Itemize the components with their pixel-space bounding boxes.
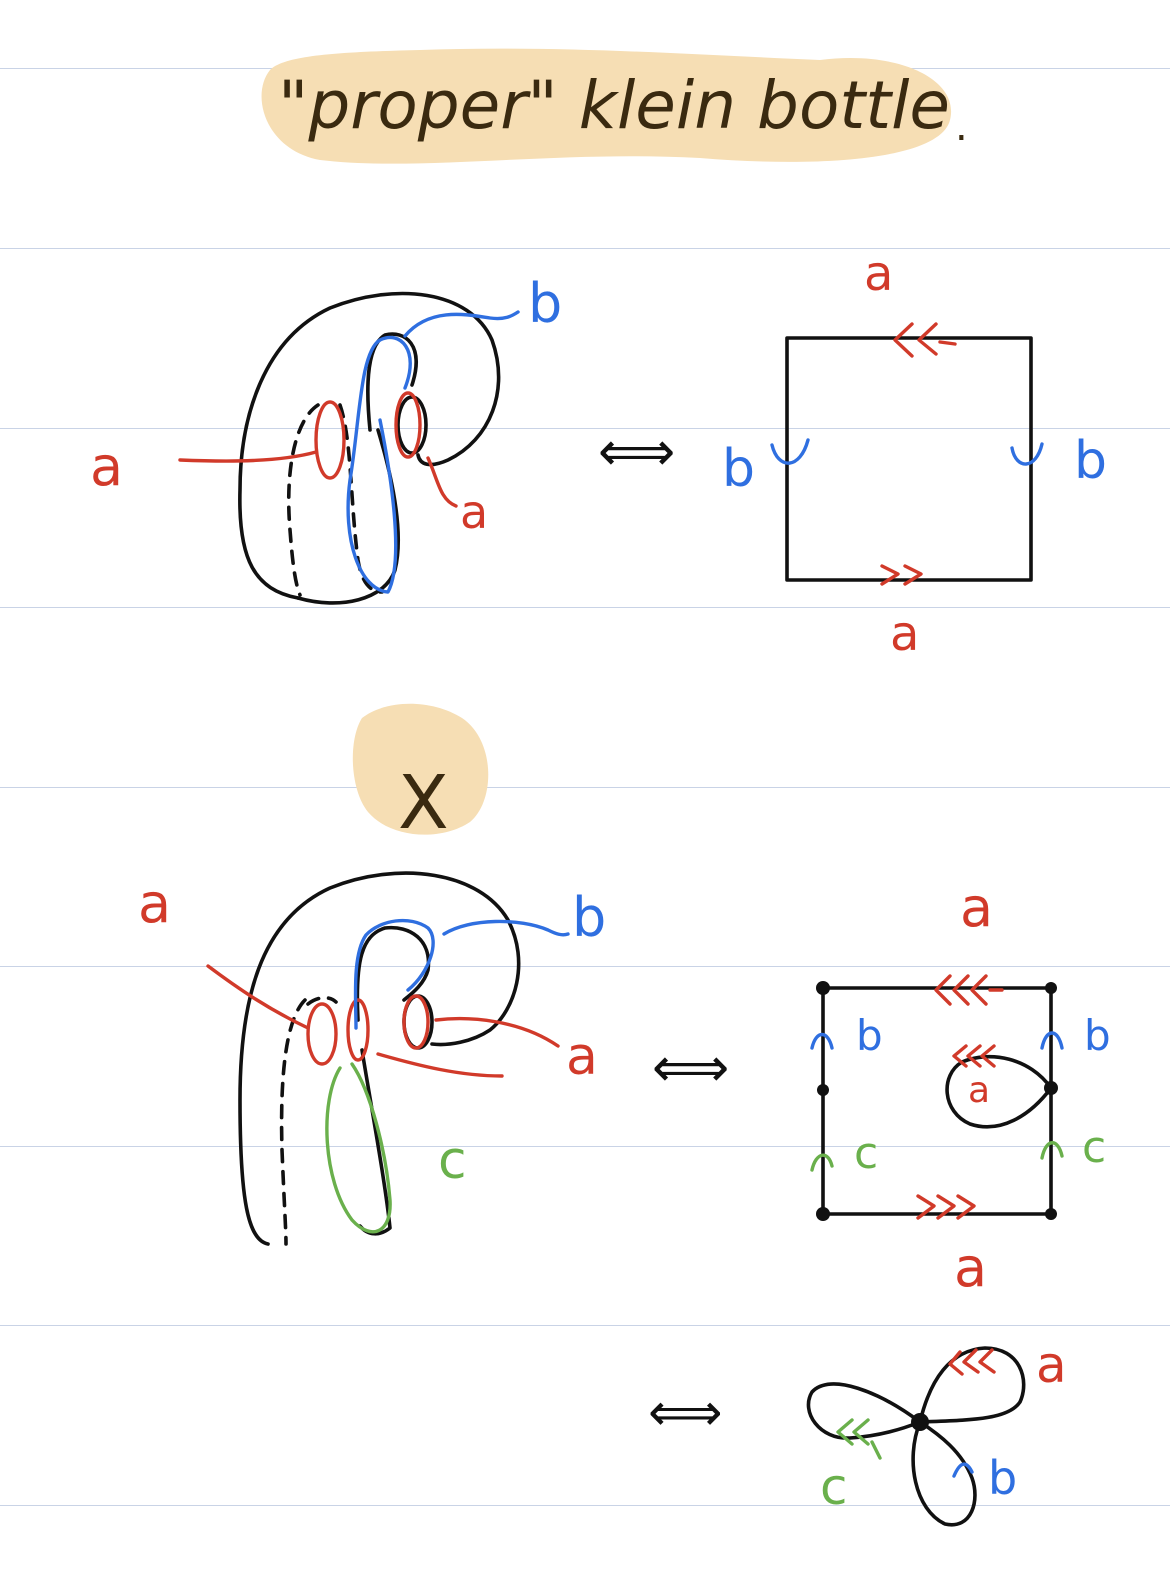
leader2-a-lower: [378, 1054, 502, 1076]
square2-label-a-top: a: [960, 876, 993, 939]
petal-bottom: [913, 1422, 975, 1525]
square1-label-b-right: b: [1074, 431, 1107, 491]
petal-left: [808, 1384, 920, 1438]
curve-b-2: [355, 921, 568, 1028]
inner-loop-a: [947, 1057, 1051, 1127]
vertex-dot: [816, 1207, 830, 1221]
arrow-top-double: [895, 324, 955, 356]
square2-label-b-left: b: [856, 1011, 883, 1060]
leader-a-left: [180, 452, 316, 461]
vertex-dot: [1045, 982, 1057, 994]
square2-label-c-right: c: [1082, 1122, 1106, 1173]
curve2-c-loop: [327, 1064, 390, 1232]
heading-x: X: [353, 704, 488, 846]
square2-label-a-bottom: a: [954, 1236, 987, 1299]
square2-label-a-inner: a: [968, 1070, 990, 1111]
bouquet-label-b: b: [988, 1451, 1017, 1505]
bouquet-label-c: c: [820, 1458, 848, 1516]
arrow-right-down: [1012, 444, 1042, 464]
bottle2-inner-neck: [357, 928, 428, 1020]
square1-label-a-top: a: [864, 246, 893, 302]
label-a-left-1: a: [90, 435, 123, 498]
leader2-b: [444, 921, 568, 934]
petal-top-right: [920, 1348, 1024, 1422]
title-period: .: [955, 104, 968, 150]
equivalence-symbol-1: ⟺: [598, 420, 675, 483]
square2-label-c-left: c: [854, 1128, 878, 1179]
bottle2-lower-body: [360, 1050, 390, 1234]
label-b-top-1: b: [528, 272, 562, 335]
vertex-dot: [817, 1084, 829, 1096]
label2-a-right: a: [566, 1027, 598, 1087]
klein-bottle-sketch-1: [240, 294, 499, 603]
square2-label-b-right: b: [1084, 1011, 1111, 1060]
label2-c: c: [438, 1131, 467, 1191]
curve-a-loops-1: [180, 393, 456, 506]
hidden-left-wall: [289, 405, 318, 595]
leader-a-right: [428, 458, 456, 506]
label2-a-topleft: a: [138, 872, 171, 935]
square1-label-a-bottom: a: [890, 606, 919, 662]
wedge-point: [911, 1413, 929, 1431]
equivalence-symbol-2: ⟺: [652, 1036, 729, 1099]
curve-b-path: [348, 337, 410, 592]
arrow2-top-triple: [936, 976, 1002, 1004]
fundamental-square-2: [812, 976, 1062, 1221]
bouquet-label-a: a: [1036, 1336, 1067, 1394]
vertex-dot: [1045, 1208, 1057, 1220]
arrow-left-down: [772, 440, 808, 463]
klein-bottle-sketch-2: [240, 873, 519, 1244]
loop2-a-right: [404, 996, 428, 1048]
hidden-inner-wall: [340, 405, 382, 592]
loop-a-left: [316, 402, 344, 478]
loop2-a-left: [308, 1004, 336, 1064]
x-heading-text: X: [398, 760, 449, 846]
curve-a-loops-2: [208, 966, 558, 1076]
bottle2-hidden-wall: [282, 1000, 305, 1244]
curve-c-2: [327, 1064, 390, 1232]
title-group: "proper" klein bottle .: [262, 49, 968, 164]
bottle-outer-outline: [240, 294, 499, 598]
square-outline-1: [787, 338, 1031, 580]
leader-b: [405, 312, 518, 336]
label2-b-top: b: [572, 886, 606, 949]
neck-opening: [398, 397, 426, 453]
fundamental-square-1: [772, 324, 1042, 584]
petal-a-arrow: [950, 1350, 994, 1374]
equivalence-symbol-3: ⟺: [648, 1383, 723, 1443]
square1-label-b-left: b: [722, 439, 755, 499]
label-a-right-1: a: [460, 485, 488, 539]
vertex-dot: [816, 981, 830, 995]
title-text: "proper" klein bottle: [278, 67, 950, 144]
